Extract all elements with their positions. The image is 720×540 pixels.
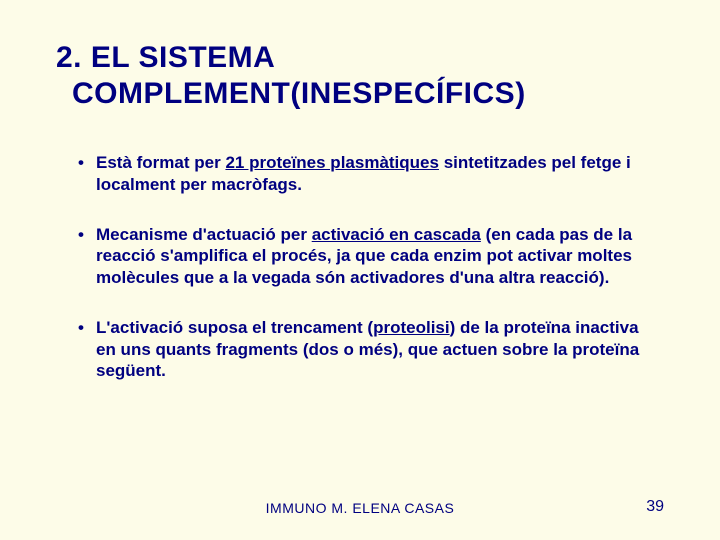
bullet-item: L'activació suposa el trencament (proteo… <box>96 317 664 382</box>
bullet-text-highlight: proteolisi <box>373 318 450 337</box>
slide-title: 2. EL SISTEMA COMPLEMENT(INESPECÍFICS) <box>56 40 664 112</box>
slide: 2. EL SISTEMA COMPLEMENT(INESPECÍFICS) E… <box>0 0 720 540</box>
bullet-text-prefix: L'activació suposa el trencament ( <box>96 318 373 337</box>
bullet-text-prefix: Està format per <box>96 153 225 172</box>
bullet-item: Mecanisme d'actuació per activació en ca… <box>96 224 664 289</box>
bullet-text-highlight: activació en cascada <box>312 225 481 244</box>
bullet-list: Està format per 21 proteïnes plasmàtique… <box>56 152 664 382</box>
footer-author: IMMUNO M. ELENA CASAS <box>0 500 720 516</box>
bullet-item: Està format per 21 proteïnes plasmàtique… <box>96 152 664 196</box>
title-line-2: COMPLEMENT(INESPECÍFICS) <box>56 77 526 110</box>
page-number: 39 <box>646 498 664 516</box>
bullet-text-highlight: 21 proteïnes plasmàtiques <box>225 153 439 172</box>
title-line-1: 2. EL SISTEMA <box>56 41 275 74</box>
bullet-text-prefix: Mecanisme d'actuació per <box>96 225 312 244</box>
